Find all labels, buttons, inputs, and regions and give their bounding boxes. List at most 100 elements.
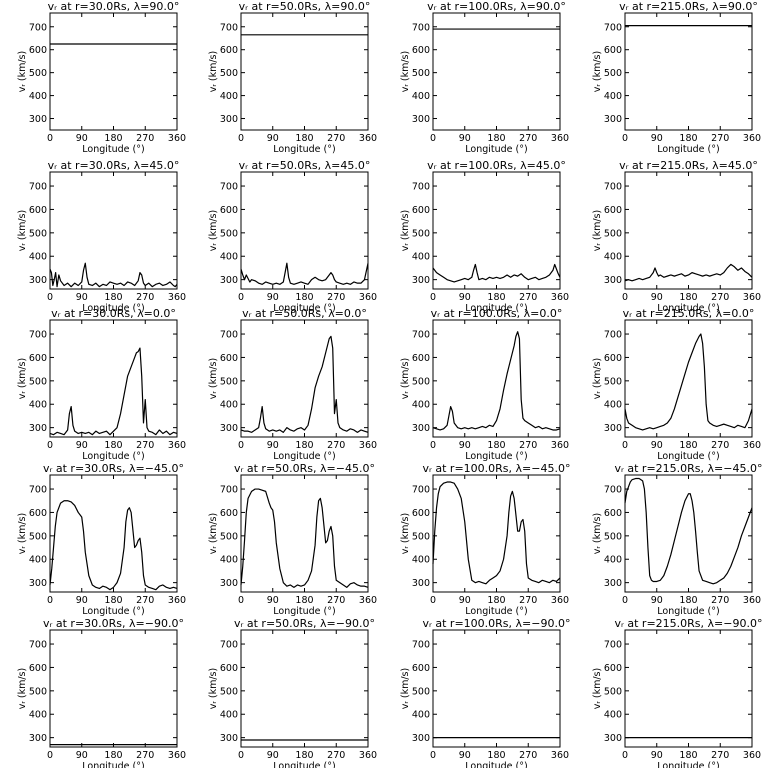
x-tick-label: 360 <box>168 292 186 303</box>
plot-frame <box>624 319 753 438</box>
panel-title: vᵣ at r=50.0Rs, λ=−90.0° <box>234 617 375 630</box>
panel-7: vᵣ at r=100.0Rs, λ=45.0° 0 90 180 270 360 300 4… <box>400 159 569 314</box>
plot-frame <box>432 171 561 290</box>
x-tick-label: 270 <box>711 440 729 451</box>
panel-title: vᵣ at r=30.0Rs, λ=90.0° <box>48 0 180 13</box>
plot-frame <box>240 474 369 593</box>
x-axis-label: Longitude (°) <box>82 451 144 462</box>
y-axis-label: vᵣ (km/s) <box>208 210 219 251</box>
x-axis-label: Longitude (°) <box>465 144 527 155</box>
y-tick-label: 500 <box>412 68 430 79</box>
y-axis-label: vᵣ (km/s) <box>208 358 219 399</box>
y-tick-label: 400 <box>604 252 622 263</box>
x-tick-label: 0 <box>430 595 436 606</box>
x-tick-label: 360 <box>551 133 569 144</box>
plot-frame <box>432 629 561 748</box>
x-axis-label: Longitude (°) <box>657 144 719 155</box>
series-line <box>432 481 561 585</box>
plot-frame <box>49 474 178 593</box>
x-tick-label: 180 <box>679 595 697 606</box>
series-line <box>432 263 561 283</box>
x-tick-label: 270 <box>519 440 537 451</box>
y-axis-label: vᵣ (km/s) <box>17 51 28 92</box>
panel-10: vᵣ at r=50.0Rs, λ=0.0° 0 90 180 270 360 300 400… <box>208 307 377 462</box>
x-axis-label: Longitude (°) <box>465 451 527 462</box>
x-axis-label: Longitude (°) <box>465 606 527 617</box>
x-tick-label: 270 <box>519 133 537 144</box>
panel-title: vᵣ at r=100.0Rs, λ=45.0° <box>427 159 566 172</box>
x-tick-label: 360 <box>168 595 186 606</box>
x-tick-label: 360 <box>359 133 377 144</box>
y-tick-label: 600 <box>412 353 430 364</box>
x-tick-label: 90 <box>76 440 88 451</box>
y-axis-label: vᵣ (km/s) <box>17 513 28 554</box>
x-tick-label: 0 <box>238 595 244 606</box>
y-tick-label: 500 <box>220 68 238 79</box>
y-axis-label: vᵣ (km/s) <box>400 358 411 399</box>
panel-4: vᵣ at r=215.0Rs, λ=90.0° 0 90 180 270 360 300 4… <box>592 0 761 155</box>
y-tick-label: 600 <box>412 45 430 56</box>
panel-title: vᵣ at r=215.0Rs, λ=0.0° <box>623 307 755 320</box>
y-tick-label: 600 <box>412 205 430 216</box>
panel-title: vᵣ at r=30.0Rs, λ=−45.0° <box>43 462 184 475</box>
x-tick-label: 0 <box>238 292 244 303</box>
y-tick-label: 700 <box>29 330 47 341</box>
panel-title: vᵣ at r=215.0Rs, λ=90.0° <box>619 0 758 13</box>
y-tick-label: 300 <box>412 733 430 744</box>
panel-title: vᵣ at r=215.0Rs, λ=45.0° <box>619 159 758 172</box>
panel-14: vᵣ at r=50.0Rs, λ=−45.0° 0 90 180 270 360 300 4… <box>208 462 377 617</box>
y-tick-label: 500 <box>220 686 238 697</box>
panel-title: vᵣ at r=215.0Rs, λ=−90.0° <box>615 617 763 630</box>
y-axis-label: vᵣ (km/s) <box>592 358 603 399</box>
x-tick-label: 360 <box>168 440 186 451</box>
x-tick-label: 360 <box>551 292 569 303</box>
y-tick-label: 300 <box>604 578 622 589</box>
y-tick-label: 400 <box>412 555 430 566</box>
x-tick-label: 180 <box>679 750 697 761</box>
y-axis-label: vᵣ (km/s) <box>592 51 603 92</box>
panel-15: vᵣ at r=100.0Rs, λ=−45.0° 0 90 180 270 360 300… <box>400 462 570 617</box>
x-tick-label: 360 <box>743 595 761 606</box>
x-tick-label: 180 <box>679 133 697 144</box>
y-tick-label: 600 <box>29 45 47 56</box>
y-tick-label: 600 <box>220 353 238 364</box>
x-tick-label: 90 <box>76 595 88 606</box>
x-tick-label: 90 <box>267 595 279 606</box>
x-axis-label: Longitude (°) <box>82 761 144 768</box>
y-axis-label: vᵣ (km/s) <box>592 210 603 251</box>
y-tick-label: 400 <box>220 555 238 566</box>
x-tick-label: 90 <box>651 440 663 451</box>
y-axis-label: vᵣ (km/s) <box>208 668 219 709</box>
plot-frame <box>624 629 753 748</box>
y-tick-label: 700 <box>604 485 622 496</box>
x-tick-label: 0 <box>430 750 436 761</box>
x-tick-label: 0 <box>47 133 53 144</box>
x-tick-label: 360 <box>551 595 569 606</box>
y-tick-label: 500 <box>604 686 622 697</box>
y-tick-label: 400 <box>604 555 622 566</box>
x-tick-label: 360 <box>359 750 377 761</box>
x-tick-label: 0 <box>622 750 628 761</box>
panel-title: vᵣ at r=50.0Rs, λ=−45.0° <box>234 462 375 475</box>
y-tick-label: 600 <box>220 205 238 216</box>
x-tick-label: 180 <box>295 133 313 144</box>
plot-frame <box>240 12 369 131</box>
series-line <box>240 335 369 433</box>
x-tick-label: 0 <box>238 133 244 144</box>
y-tick-label: 300 <box>604 114 622 125</box>
x-tick-label: 270 <box>136 440 154 451</box>
x-tick-label: 0 <box>47 440 53 451</box>
x-tick-label: 90 <box>76 133 88 144</box>
x-tick-label: 360 <box>359 292 377 303</box>
x-tick-label: 0 <box>430 133 436 144</box>
x-tick-label: 0 <box>238 440 244 451</box>
y-tick-label: 500 <box>412 531 430 542</box>
series-line <box>49 500 178 591</box>
x-axis-label: Longitude (°) <box>465 761 527 768</box>
x-tick-label: 180 <box>679 440 697 451</box>
panel-17: vᵣ at r=30.0Rs, λ=−90.0° 0 90 180 270 360 300 4… <box>17 617 186 768</box>
series-line <box>49 347 178 436</box>
panel-title: vᵣ at r=215.0Rs, λ=−45.0° <box>615 462 763 475</box>
x-axis-label: Longitude (°) <box>273 606 335 617</box>
series-line <box>432 331 561 431</box>
